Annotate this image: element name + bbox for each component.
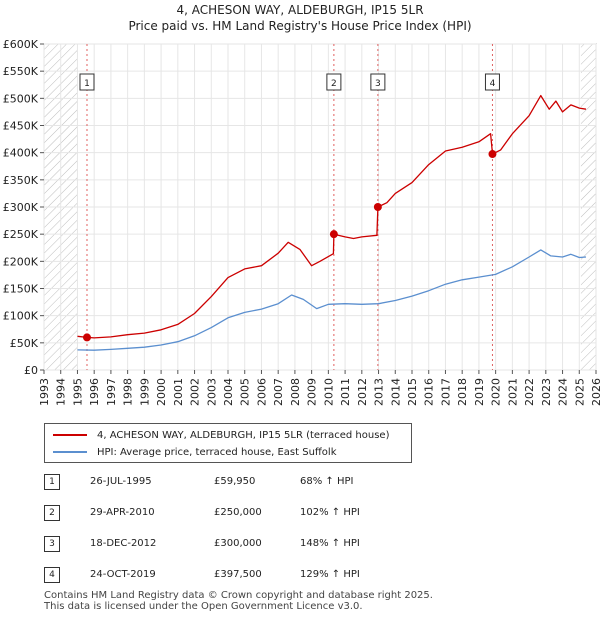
x-tick-label: 2020 (490, 378, 503, 406)
x-tick-label: 2023 (540, 378, 553, 406)
sale-point (488, 150, 497, 159)
legend-item-hpi: HPI: Average price, terraced house, East… (53, 445, 337, 459)
x-tick-label: 1998 (122, 378, 135, 406)
footer-attribution: Contains HM Land Registry data © Crown c… (44, 590, 433, 612)
x-tick-label: 2008 (289, 378, 302, 406)
x-tick-label: 2024 (557, 378, 570, 406)
sale-point (82, 333, 91, 342)
sale-price: £397,500 (214, 569, 262, 580)
sale-marker-box (484, 73, 500, 91)
x-tick-label: 1999 (138, 378, 151, 406)
x-tick-label: 2014 (389, 378, 402, 406)
sale-number-badge: 3 (44, 536, 60, 552)
y-tick-label: £250K (3, 228, 39, 241)
y-tick-label: £500K (3, 92, 39, 105)
y-tick-label: £600K (3, 38, 39, 51)
x-tick-label: 2009 (306, 378, 319, 406)
y-tick-label: £150K (3, 283, 39, 296)
price-chart: 4, ACHESON WAY, ALDEBURGH, IP15 5LR Pric… (3, 3, 600, 406)
sale-price: £250,000 (214, 507, 262, 518)
y-tick-label: £400K (3, 147, 39, 160)
sale-marker-box (79, 73, 95, 91)
x-tick-label: 2011 (339, 378, 352, 406)
legend: 4, ACHESON WAY, ALDEBURGH, IP15 5LR (ter… (44, 423, 412, 463)
x-tick-label: 2013 (373, 378, 386, 406)
y-tick-label: £200K (3, 255, 39, 268)
sale-date: 24-OCT-2019 (90, 569, 156, 580)
sale-row: 1 26-JUL-1995 £59,950 68% ↑ HPI (44, 474, 444, 492)
sale-date: 18-DEC-2012 (90, 538, 157, 549)
chart-subtitle: Price paid vs. HM Land Registry's House … (128, 19, 471, 33)
legend-label-hpi: HPI: Average price, terraced house, East… (97, 446, 337, 458)
sale-hpi-change: 148% ↑ HPI (300, 538, 360, 549)
sale-marker-label: 1 (84, 79, 90, 89)
x-tick-label: 2018 (456, 378, 469, 406)
x-tick-label: 2000 (155, 378, 168, 406)
x-tick-label: 2001 (172, 378, 185, 406)
y-tick-label: £0 (24, 364, 38, 377)
sale-point (329, 230, 338, 239)
sale-row: 4 24-OCT-2019 £397,500 129% ↑ HPI (44, 567, 444, 585)
sale-date: 26-JUL-1995 (90, 476, 152, 487)
x-tick-label: 2006 (255, 378, 268, 406)
x-tick-label: 1993 (38, 378, 51, 406)
x-tick-label: 1996 (88, 378, 101, 406)
chart-title: 4, ACHESON WAY, ALDEBURGH, IP15 5LR (176, 3, 423, 17)
legend-swatch-hpi (53, 451, 87, 453)
legend-swatch-property (53, 434, 87, 436)
y-tick-label: £50K (10, 337, 39, 350)
x-tick-label: 2004 (222, 378, 235, 406)
x-tick-label: 2017 (439, 378, 452, 406)
x-tick-label: 2010 (322, 378, 335, 406)
sale-row: 2 29-APR-2010 £250,000 102% ↑ HPI (44, 505, 444, 523)
footer-licence: This data is licensed under the Open Gov… (44, 601, 363, 612)
x-tick-label: 2003 (205, 378, 218, 406)
sale-hpi-change: 129% ↑ HPI (300, 569, 360, 580)
legend-label-property: 4, ACHESON WAY, ALDEBURGH, IP15 5LR (ter… (97, 429, 390, 441)
x-tick-label: 2025 (573, 378, 586, 406)
sale-hpi-change: 102% ↑ HPI (300, 507, 360, 518)
sale-number-badge: 2 (44, 505, 60, 521)
sale-marker-label: 3 (375, 79, 381, 89)
x-tick-label: 2019 (473, 378, 486, 406)
y-tick-label: £550K (3, 65, 39, 78)
x-tick-label: 2026 (590, 378, 600, 406)
sale-number-badge: 4 (44, 567, 60, 583)
y-tick-label: £350K (3, 174, 39, 187)
sale-marker-label: 4 (490, 79, 496, 89)
x-tick-label: 2021 (506, 378, 519, 406)
sale-hpi-change: 68% ↑ HPI (300, 476, 354, 487)
x-tick-label: 1995 (71, 378, 84, 406)
sale-marker-label: 2 (331, 79, 337, 89)
x-tick-label: 2022 (523, 378, 536, 406)
sale-date: 29-APR-2010 (90, 507, 155, 518)
x-tick-label: 2012 (356, 378, 369, 406)
x-tick-label: 1997 (105, 378, 118, 406)
sale-price: £59,950 (214, 476, 256, 487)
sale-price: £300,000 (214, 538, 262, 549)
x-tick-label: 2007 (272, 378, 285, 406)
x-tick-label: 2002 (189, 378, 202, 406)
sale-marker-box (370, 73, 386, 91)
sale-row: 3 18-DEC-2012 £300,000 148% ↑ HPI (44, 536, 444, 554)
sale-point (373, 203, 382, 211)
x-tick-label: 1994 (55, 378, 68, 406)
y-tick-label: £300K (3, 201, 39, 214)
x-tick-label: 2015 (406, 378, 419, 406)
hpi-series-line (77, 249, 587, 351)
x-tick-label: 2005 (239, 378, 252, 406)
legend-item-property: 4, ACHESON WAY, ALDEBURGH, IP15 5LR (ter… (53, 428, 389, 442)
y-tick-label: £450K (3, 120, 39, 133)
sale-number-badge: 1 (44, 474, 60, 490)
property-series-line (77, 94, 587, 339)
sale-marker-box (326, 73, 342, 91)
y-tick-label: £100K (3, 310, 39, 323)
x-tick-label: 2016 (423, 378, 436, 406)
footer-copyright: Contains HM Land Registry data © Crown c… (44, 590, 433, 601)
